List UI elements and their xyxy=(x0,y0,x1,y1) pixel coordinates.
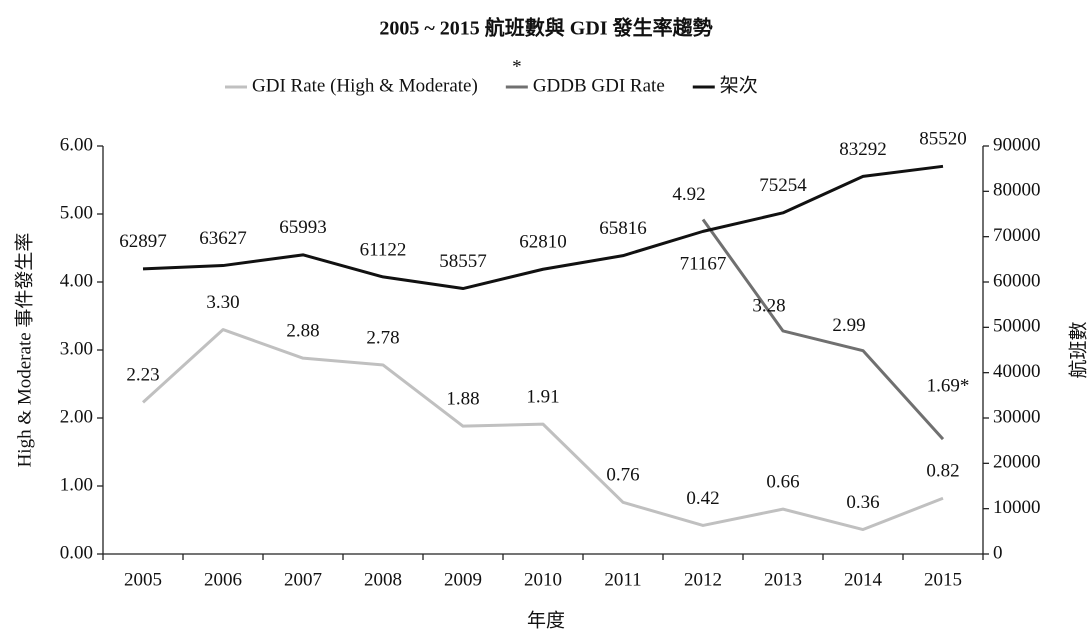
data-label: 85520 xyxy=(919,129,967,150)
series-line xyxy=(141,328,944,532)
data-label: 3.30 xyxy=(206,292,239,313)
y2-tick-label: 60000 xyxy=(993,270,1041,291)
y2-tick-label: 30000 xyxy=(993,406,1041,427)
y2-tick-label: 10000 xyxy=(993,497,1041,518)
annotation: * xyxy=(512,56,522,77)
legend-label: 架次 xyxy=(720,74,758,96)
data-label: 0.76 xyxy=(606,465,639,486)
data-label: 0.36 xyxy=(846,492,879,513)
x-tick-label: 2005 xyxy=(124,569,162,590)
x-tick-label: 2009 xyxy=(444,569,482,590)
data-label: 75254 xyxy=(759,175,807,196)
x-tick-label: 2011 xyxy=(604,569,641,590)
series-line xyxy=(142,164,944,291)
y-tick-label: 5.00 xyxy=(60,202,93,223)
data-label: 2.23 xyxy=(126,365,159,386)
data-label: 1.69* xyxy=(927,375,970,396)
x-tick-label: 2010 xyxy=(524,569,562,590)
x-tick-label: 2007 xyxy=(284,569,322,590)
data-label: 61122 xyxy=(360,239,407,260)
y-axis-label: High & Moderate 事件發生率 xyxy=(13,233,35,468)
data-label: 65993 xyxy=(279,217,327,238)
data-label: 62897 xyxy=(119,231,167,252)
y-tick-label: 3.00 xyxy=(60,338,93,359)
data-label: 2.88 xyxy=(286,321,319,342)
x-axis-label: 年度 xyxy=(527,609,565,631)
data-label: 1.88 xyxy=(446,389,479,410)
y2-tick-label: 70000 xyxy=(993,225,1041,246)
x-tick-label: 2014 xyxy=(844,569,883,590)
legend-label: GDDB GDI Rate xyxy=(533,75,665,96)
data-label: 63627 xyxy=(199,228,247,249)
y-tick-label: 4.00 xyxy=(60,270,93,291)
y2-tick-label: 20000 xyxy=(993,452,1041,473)
y2-tick-label: 0 xyxy=(993,542,1003,563)
y-tick-label: 1.00 xyxy=(60,474,93,495)
y2-tick-label: 40000 xyxy=(993,361,1041,382)
y2-tick-label: 90000 xyxy=(993,134,1041,155)
y2-axis-label: 航班數 xyxy=(1067,321,1089,378)
data-label: 2.78 xyxy=(366,327,399,348)
data-label: 71167 xyxy=(680,254,727,275)
data-label: 65816 xyxy=(599,218,647,239)
data-label: 1.91 xyxy=(526,386,559,407)
y2-tick-label: 80000 xyxy=(993,180,1041,201)
x-tick-label: 2015 xyxy=(924,569,962,590)
data-label: 2.99 xyxy=(832,315,865,336)
data-label: 0.66 xyxy=(766,471,799,492)
y-tick-label: 6.00 xyxy=(60,134,93,155)
legend-label: GDI Rate (High & Moderate) xyxy=(252,75,478,96)
x-tick-label: 2013 xyxy=(764,569,802,590)
x-tick-label: 2006 xyxy=(204,569,242,590)
data-label: 83292 xyxy=(839,139,887,160)
data-label: 3.28 xyxy=(752,295,785,316)
data-label: 0.82 xyxy=(926,461,959,482)
y2-tick-label: 50000 xyxy=(993,316,1041,337)
data-label: 58557 xyxy=(439,251,487,272)
y-tick-label: 2.00 xyxy=(60,406,93,427)
series-line xyxy=(701,218,945,441)
data-label: 62810 xyxy=(519,232,567,253)
x-tick-label: 2012 xyxy=(684,569,722,590)
y-tick-label: 0.00 xyxy=(60,542,93,563)
data-label: 4.92 xyxy=(672,184,705,205)
data-label: 0.42 xyxy=(686,488,719,509)
chart-title: 2005 ~ 2015 航班數與 GDI 發生率趨勢 xyxy=(379,16,712,40)
x-tick-label: 2008 xyxy=(364,569,402,590)
